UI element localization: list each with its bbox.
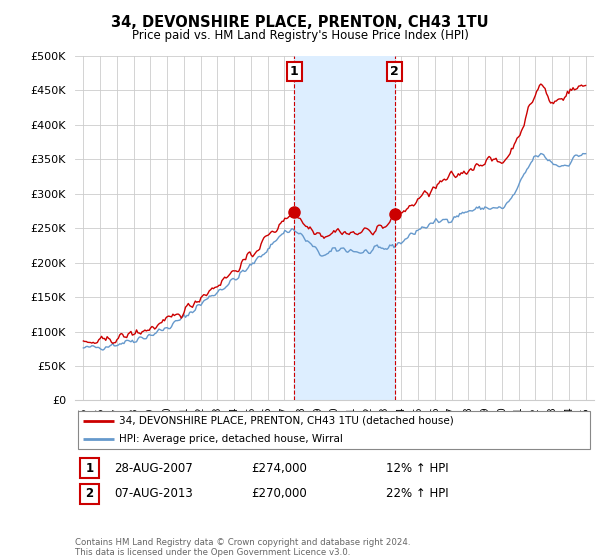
FancyBboxPatch shape bbox=[80, 458, 100, 478]
Text: Contains HM Land Registry data © Crown copyright and database right 2024.
This d: Contains HM Land Registry data © Crown c… bbox=[75, 538, 410, 557]
Text: 07-AUG-2013: 07-AUG-2013 bbox=[114, 487, 193, 501]
Text: 34, DEVONSHIRE PLACE, PRENTON, CH43 1TU: 34, DEVONSHIRE PLACE, PRENTON, CH43 1TU bbox=[111, 15, 489, 30]
Bar bbox=[295, 56, 395, 400]
Text: £270,000: £270,000 bbox=[251, 487, 307, 501]
Text: HPI: Average price, detached house, Wirral: HPI: Average price, detached house, Wirr… bbox=[119, 435, 343, 445]
Text: 28-AUG-2007: 28-AUG-2007 bbox=[114, 461, 193, 475]
Text: 1: 1 bbox=[290, 65, 299, 78]
Text: Price paid vs. HM Land Registry's House Price Index (HPI): Price paid vs. HM Land Registry's House … bbox=[131, 29, 469, 42]
Text: 2: 2 bbox=[391, 65, 399, 78]
FancyBboxPatch shape bbox=[80, 484, 100, 504]
Text: 2: 2 bbox=[85, 487, 94, 501]
Text: 22% ↑ HPI: 22% ↑ HPI bbox=[386, 487, 449, 501]
Text: 34, DEVONSHIRE PLACE, PRENTON, CH43 1TU (detached house): 34, DEVONSHIRE PLACE, PRENTON, CH43 1TU … bbox=[119, 416, 454, 426]
Text: 1: 1 bbox=[85, 461, 94, 475]
Text: 12% ↑ HPI: 12% ↑ HPI bbox=[386, 461, 449, 475]
Text: £274,000: £274,000 bbox=[251, 461, 307, 475]
FancyBboxPatch shape bbox=[77, 411, 590, 449]
